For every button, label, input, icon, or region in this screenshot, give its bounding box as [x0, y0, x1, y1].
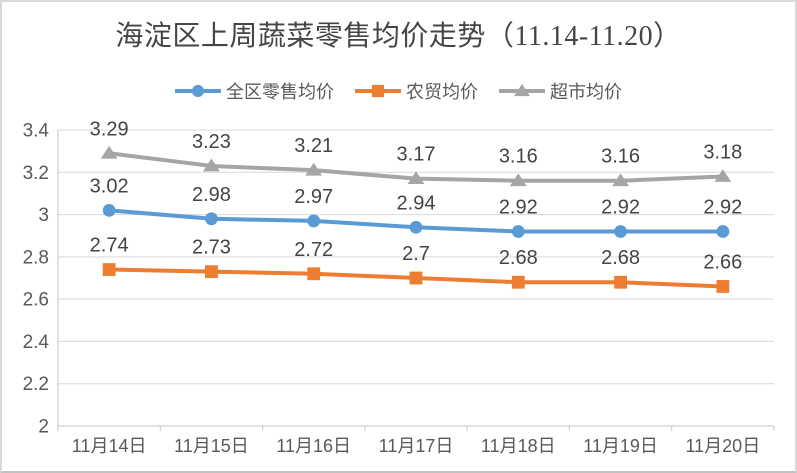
svg-text:2.4: 2.4	[23, 332, 50, 353]
svg-text:2.66: 2.66	[703, 251, 742, 273]
legend-item-supermarket-avg: 超市均价	[499, 78, 622, 104]
legend: 全区零售均价 农贸均价 超市均价	[2, 78, 795, 104]
svg-text:2.73: 2.73	[192, 237, 231, 259]
legend-label-farmers-market-avg: 农贸均价	[406, 82, 478, 102]
legend-item-district-retail-avg: 全区零售均价	[175, 78, 334, 104]
circle-marker-icon	[175, 84, 221, 98]
legend-label-supermarket-avg: 超市均价	[550, 82, 622, 102]
svg-text:2.8: 2.8	[23, 247, 49, 268]
svg-text:11月14日: 11月14日	[72, 436, 147, 456]
svg-text:2.68: 2.68	[499, 247, 538, 269]
svg-text:3.02: 3.02	[90, 175, 129, 197]
svg-text:3.23: 3.23	[192, 131, 231, 153]
svg-text:11月19日: 11月19日	[583, 436, 658, 456]
svg-text:11月20日: 11月20日	[685, 436, 760, 456]
svg-text:11月17日: 11月17日	[379, 436, 454, 456]
chart-title: 海淀区上周蔬菜零售均价走势（11.14-11.20）	[115, 21, 682, 52]
svg-text:2.97: 2.97	[294, 186, 333, 208]
svg-text:2: 2	[38, 417, 49, 438]
svg-text:2.74: 2.74	[90, 235, 129, 257]
svg-text:3: 3	[38, 205, 49, 226]
svg-text:2.6: 2.6	[23, 290, 49, 311]
svg-text:2.92: 2.92	[601, 196, 640, 218]
legend-label-district-retail-avg: 全区零售均价	[226, 82, 334, 102]
svg-text:3.4: 3.4	[23, 121, 50, 142]
svg-text:11月18日: 11月18日	[481, 436, 556, 456]
svg-text:3.16: 3.16	[601, 146, 640, 168]
svg-text:2.92: 2.92	[499, 196, 538, 218]
svg-text:3.2: 3.2	[23, 163, 49, 184]
svg-text:2.94: 2.94	[397, 192, 436, 214]
svg-text:2.68: 2.68	[601, 247, 640, 269]
legend-item-farmers-market-avg: 农贸均价	[355, 78, 478, 104]
square-marker-icon	[355, 84, 401, 98]
svg-text:2.98: 2.98	[192, 184, 231, 206]
svg-text:2.7: 2.7	[402, 243, 430, 265]
svg-text:3.21: 3.21	[294, 135, 333, 157]
svg-text:3.29: 3.29	[90, 118, 129, 140]
svg-text:3.17: 3.17	[397, 144, 436, 166]
svg-text:2.2: 2.2	[23, 374, 49, 395]
svg-text:3.18: 3.18	[703, 142, 742, 164]
svg-text:11月16日: 11月16日	[276, 436, 351, 456]
svg-text:3.16: 3.16	[499, 146, 538, 168]
svg-text:2.92: 2.92	[703, 196, 742, 218]
svg-text:2.72: 2.72	[294, 239, 333, 261]
svg-text:11月15日: 11月15日	[174, 436, 249, 456]
triangle-marker-icon	[499, 83, 545, 97]
